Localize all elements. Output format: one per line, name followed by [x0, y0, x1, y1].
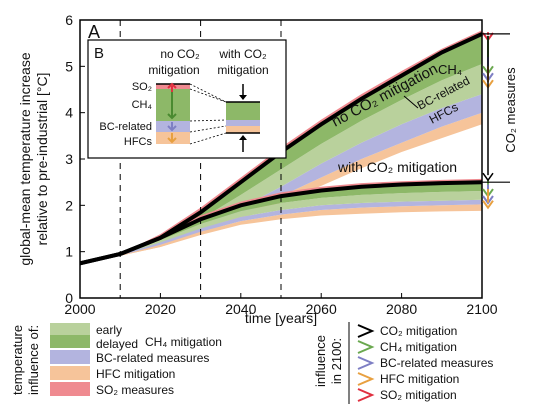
x-axis-label: time [years]: [245, 310, 317, 326]
legend-so2: SO₂ measures: [96, 383, 174, 397]
no-co2-ch4-early-band: [80, 64, 482, 264]
y-tick-label: 2: [65, 197, 73, 213]
legend-hfc: HFC mitigation: [96, 367, 175, 381]
y-tick-label: 4: [65, 105, 73, 121]
legend-right-item-1: CH₄ mitigation: [380, 340, 457, 354]
inset-label-b: B: [94, 45, 104, 62]
legend-swatch-delayed: [50, 335, 90, 348]
annotation-with-co2: with CO₂ mitigation: [337, 159, 457, 175]
y-axis-ticks: 0 1 2 3 4 5 6: [65, 12, 85, 306]
y-tick-label: 1: [65, 244, 73, 260]
legend-swatch-so2: [50, 382, 90, 396]
with-co2-ch4-early-band: [80, 191, 482, 264]
legend-early: early: [96, 323, 122, 337]
legend-right-arrow-4: [357, 388, 375, 402]
legend-ch4-mitigation: CH₄ mitigation: [145, 335, 222, 349]
x-tick-label: 2020: [145, 301, 176, 317]
inset-col1-line2: mitigation: [148, 63, 199, 77]
legend-delayed: delayed: [96, 337, 138, 351]
x-tick-label: 2060: [306, 301, 337, 317]
legend-left-title-line1: temperature: [10, 325, 25, 395]
y-tick-label: 0: [65, 290, 73, 306]
panel-label-a: A: [88, 22, 100, 42]
y-axis-label-line1: global-mean temperature increase: [17, 52, 33, 265]
annotation-leader: [403, 95, 419, 109]
legend-swatch-hfc: [50, 366, 90, 380]
legend-right-item-0: CO₂ mitigation: [380, 324, 457, 338]
inset-right-hfc-block: [226, 126, 260, 133]
inset-so2-label: SO₂: [132, 81, 152, 93]
plot-area: [79, 19, 483, 299]
right-hfc-arrow-bottom-head: [482, 200, 494, 210]
y-axis-label-line2: relative to pre-industrial [°C]: [34, 73, 50, 246]
inset-col1-line1: no CO₂: [160, 47, 200, 61]
legend-right-title-line1: influence: [313, 335, 328, 387]
x-tick-label: 2040: [225, 301, 256, 317]
with-co2-mitigation-line: [79, 180, 483, 266]
legend-right-title-line2: in 2100:: [329, 338, 344, 384]
x-axis-ticks: 2000 2020 2040 2060 2080 2100: [64, 293, 498, 317]
y-tick-label: 6: [65, 12, 73, 28]
y-tick-label: 3: [65, 151, 73, 167]
annotation-ch4: CH₄: [438, 62, 462, 77]
with-co2-hfc-band: [80, 204, 482, 264]
legend-left: temperature influence of: early delayed …: [10, 323, 222, 397]
inset-b: B no CO₂ mitigation with CO₂ mitigation: [87, 39, 287, 159]
inset-right-ch4-block: [226, 102, 260, 120]
legend-left-title-line2: influence of:: [26, 325, 41, 395]
no-co2-bc-band: [80, 94, 482, 264]
legend-right-item-4: SO₂ mitigation: [380, 388, 457, 402]
legend-right-arrow-0: [357, 324, 375, 338]
x-tick-label: 2000: [64, 301, 95, 317]
right-co2-arrow-head: [482, 172, 494, 182]
legend-right-item-3: HFC mitigation: [380, 372, 459, 386]
legend-right-item-2: BC-related measures: [380, 356, 493, 370]
right-bc-arrow-bottom-head: [482, 195, 494, 205]
inset-col2-line1: with CO₂: [218, 47, 267, 61]
no-co2-hfc-band: [80, 112, 482, 264]
inset-bc-label: BC-related: [99, 121, 152, 133]
legend-right-arrow-2: [357, 356, 375, 370]
inset-ch4-label: CH₄: [132, 99, 153, 111]
legend-right-items: CO₂ mitigation CH₄ mitigation BC-related m…: [357, 324, 493, 402]
inset-right-bc-block: [226, 120, 260, 126]
x-tick-label: 2100: [466, 301, 497, 317]
legend-swatch-bc: [50, 350, 90, 364]
legend-bc: BC-related measures: [96, 351, 209, 365]
legend-swatch-early: [50, 323, 90, 335]
legend-right-arrow-1: [357, 340, 375, 354]
annotation-co2-measures: CO₂ measures: [503, 67, 518, 153]
x-tick-label: 2080: [386, 301, 417, 317]
legend-right: influence in 2100: CO₂ mitigation CH₄ mit…: [313, 322, 493, 404]
no-co2-ch4-delayed-band: [80, 33, 482, 264]
y-tick-label: 5: [65, 58, 73, 74]
bands-no-co2-mitigation: [80, 30, 482, 264]
inset-col2-line2: mitigation: [217, 63, 268, 77]
right-influence-arrows: [480, 32, 510, 210]
inset-connectors: [189, 83, 227, 145]
inset-hfcs-label: HFCs: [124, 136, 153, 148]
legend-right-arrow-3: [357, 372, 375, 386]
